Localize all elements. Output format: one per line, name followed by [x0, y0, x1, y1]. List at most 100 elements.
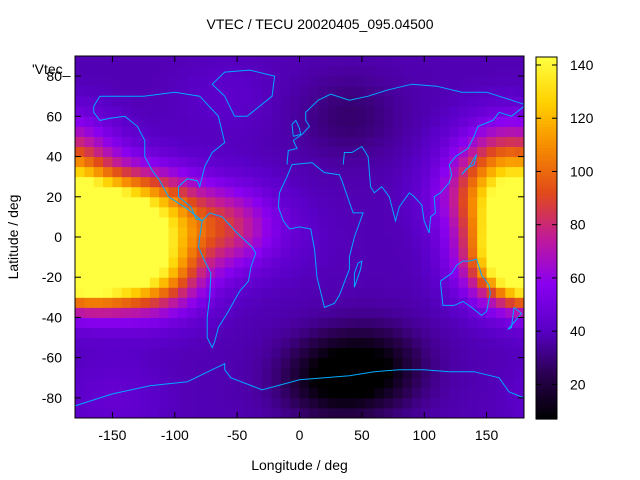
heatmap-cell — [411, 247, 422, 258]
heatmap-cell — [280, 116, 291, 127]
heatmap-cell — [84, 116, 95, 127]
heatmap-cell — [467, 86, 478, 97]
heatmap-cell — [271, 387, 282, 399]
heatmap-cell — [495, 196, 506, 208]
y-tick-label: -60 — [42, 350, 62, 366]
heatmap-cell — [364, 377, 375, 389]
heatmap-cell — [93, 126, 104, 137]
heatmap-cell — [177, 126, 188, 137]
heatmap-cell — [467, 407, 478, 419]
colorbar-segment — [536, 241, 557, 245]
heatmap-cell — [168, 357, 179, 369]
heatmap-cell — [374, 66, 385, 77]
heatmap-cell — [112, 377, 123, 389]
colorbar-segment — [536, 343, 557, 348]
heatmap-cell — [290, 66, 300, 77]
heatmap-cell — [205, 297, 216, 308]
heatmap-cell — [486, 367, 497, 379]
heatmap-cell — [430, 126, 441, 137]
heatmap-cell — [383, 146, 394, 158]
heatmap-cell — [205, 317, 216, 328]
heatmap-cell — [149, 226, 160, 238]
colorbar-segment — [536, 400, 557, 405]
heatmap-cell — [355, 86, 366, 97]
heatmap-cell — [449, 367, 460, 379]
heatmap-cell — [299, 146, 310, 158]
heatmap-cell — [318, 56, 329, 67]
heatmap-cell — [75, 126, 85, 137]
heatmap-cell — [187, 196, 198, 208]
heatmap-cell — [234, 166, 244, 178]
heatmap-cell — [346, 166, 357, 178]
heatmap-cell — [355, 237, 366, 248]
heatmap-cell — [159, 196, 170, 208]
heatmap-cell — [131, 206, 141, 218]
heatmap-cell — [196, 156, 207, 168]
heatmap-cell — [308, 347, 319, 359]
heatmap-cell — [224, 86, 235, 97]
heatmap-cell — [103, 407, 113, 419]
heatmap-cell — [140, 66, 151, 77]
heatmap-cell — [411, 377, 422, 389]
heatmap-cell — [327, 196, 338, 208]
colorbar-segment — [536, 87, 557, 91]
heatmap-cell — [290, 126, 300, 137]
heatmap-cell — [112, 126, 123, 137]
heatmap-cell — [383, 106, 394, 117]
heatmap-cell — [112, 86, 123, 97]
heatmap-cell — [477, 76, 488, 87]
heatmap-cell — [215, 56, 226, 67]
heatmap-cell — [131, 96, 141, 107]
heatmap-cell — [215, 397, 226, 409]
colorbar-segment — [536, 156, 557, 161]
heatmap-cell — [215, 287, 226, 298]
heatmap-cell — [411, 337, 422, 349]
heatmap-cell — [131, 106, 141, 117]
heatmap-cell — [383, 277, 394, 288]
heatmap-cell — [486, 237, 497, 248]
heatmap-cell — [364, 357, 375, 369]
heatmap-cell — [374, 136, 385, 147]
heatmap-cell — [346, 357, 357, 369]
heatmap-cell — [383, 347, 394, 359]
heatmap-cell — [336, 307, 347, 318]
heatmap-cell — [355, 347, 366, 359]
heatmap-cell — [84, 96, 95, 107]
heatmap-cell — [505, 116, 516, 127]
heatmap-cell — [290, 76, 300, 87]
heatmap-cell — [318, 86, 329, 97]
heatmap-cell — [477, 196, 488, 208]
heatmap-cell — [355, 96, 366, 107]
heatmap-cell — [383, 407, 394, 419]
colorbar-segment — [536, 328, 557, 333]
heatmap-cell — [439, 196, 450, 208]
colorbar-segment — [536, 277, 557, 281]
heatmap-cell — [318, 76, 329, 87]
heatmap-cell — [159, 297, 170, 308]
heatmap-cell — [505, 136, 516, 147]
heatmap-cell — [364, 407, 375, 419]
heatmap-cell — [75, 407, 85, 419]
heatmap-cell — [149, 216, 160, 228]
heatmap-cell — [449, 407, 460, 419]
heatmap-cell — [336, 387, 347, 399]
colorbar-segment — [536, 256, 557, 260]
heatmap-cell — [355, 277, 366, 288]
heatmap-cell — [75, 357, 85, 369]
heatmap-cell — [280, 86, 291, 97]
heatmap-cell — [75, 66, 85, 77]
heatmap-cell — [168, 96, 179, 107]
heatmap-cell — [140, 337, 151, 349]
heatmap-cell — [495, 327, 506, 339]
heatmap-cell — [159, 237, 170, 248]
heatmap-cell — [177, 357, 188, 369]
heatmap-cell — [477, 106, 488, 117]
heatmap-cell — [112, 327, 123, 339]
heatmap-cell — [486, 267, 497, 278]
heatmap-cell — [224, 397, 235, 409]
heatmap-cell — [252, 327, 263, 339]
heatmap-cell — [75, 237, 85, 248]
heatmap-cell — [411, 156, 422, 168]
heatmap-cell — [93, 226, 104, 238]
heatmap-cell — [205, 96, 216, 107]
